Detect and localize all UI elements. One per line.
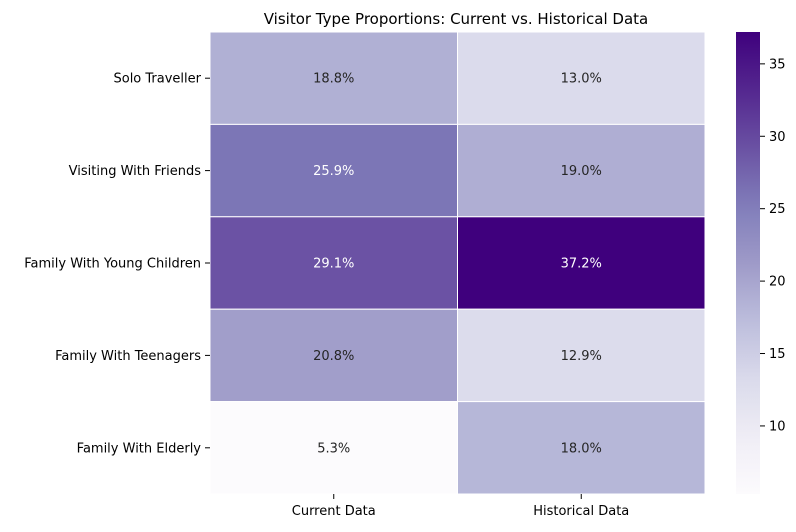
row-label: Family With Teenagers — [55, 349, 201, 364]
cell-value-label: 37.2% — [561, 257, 602, 272]
heatmap-cell — [209, 216, 458, 310]
colorbar-tick-label: 20 — [769, 275, 786, 290]
colorbar-tick-label: 25 — [769, 202, 786, 217]
row-labels: Solo Traveller Visiting With Friends Famil… — [24, 72, 210, 456]
cell-value-label: 18.8% — [313, 72, 354, 87]
row-label: Solo Traveller — [113, 72, 201, 87]
colorbar-tick-label: 10 — [769, 419, 786, 434]
heatmap-cells: 18.8% 13.0% 25.9% 19.0% 29.1% 37.2% 20.8% 12.9%… — [209, 31, 706, 495]
heatmap-cell — [457, 31, 706, 125]
heatmap-cell — [457, 123, 706, 218]
heatmap-cell — [209, 123, 458, 218]
cell-value-label: 12.9% — [561, 349, 602, 364]
cell-value-label: 19.0% — [561, 164, 602, 179]
row-label: Visiting With Friends — [69, 164, 202, 179]
colorbar-tick-label: 30 — [769, 130, 786, 145]
cell-value-label: 18.0% — [561, 441, 602, 456]
cell-value-label: 13.0% — [561, 72, 602, 87]
column-labels: Current Data Historical Data — [292, 494, 629, 519]
colorbar: 10 15 20 25 30 35 — [736, 32, 786, 494]
column-label: Current Data — [292, 504, 376, 519]
cell-value-label: 5.3% — [317, 441, 350, 456]
colorbar-gradient — [736, 32, 760, 494]
column-label: Historical Data — [533, 504, 629, 519]
colorbar-tick-label: 35 — [769, 57, 786, 72]
heatmap-cell — [457, 308, 706, 403]
cell-value-label: 20.8% — [313, 349, 354, 364]
heatmap-cell — [457, 401, 706, 495]
row-label: Family With Elderly — [77, 441, 202, 456]
chart-title: Visitor Type Proportions: Current vs. Hi… — [264, 10, 649, 28]
heatmap-cell — [209, 31, 458, 125]
row-label: Family With Young Children — [24, 257, 201, 272]
cell-value-label: 29.1% — [313, 257, 354, 272]
colorbar-tick-label: 15 — [769, 347, 786, 362]
cell-value-label: 25.9% — [313, 164, 354, 179]
heatmap-cell — [457, 216, 706, 310]
